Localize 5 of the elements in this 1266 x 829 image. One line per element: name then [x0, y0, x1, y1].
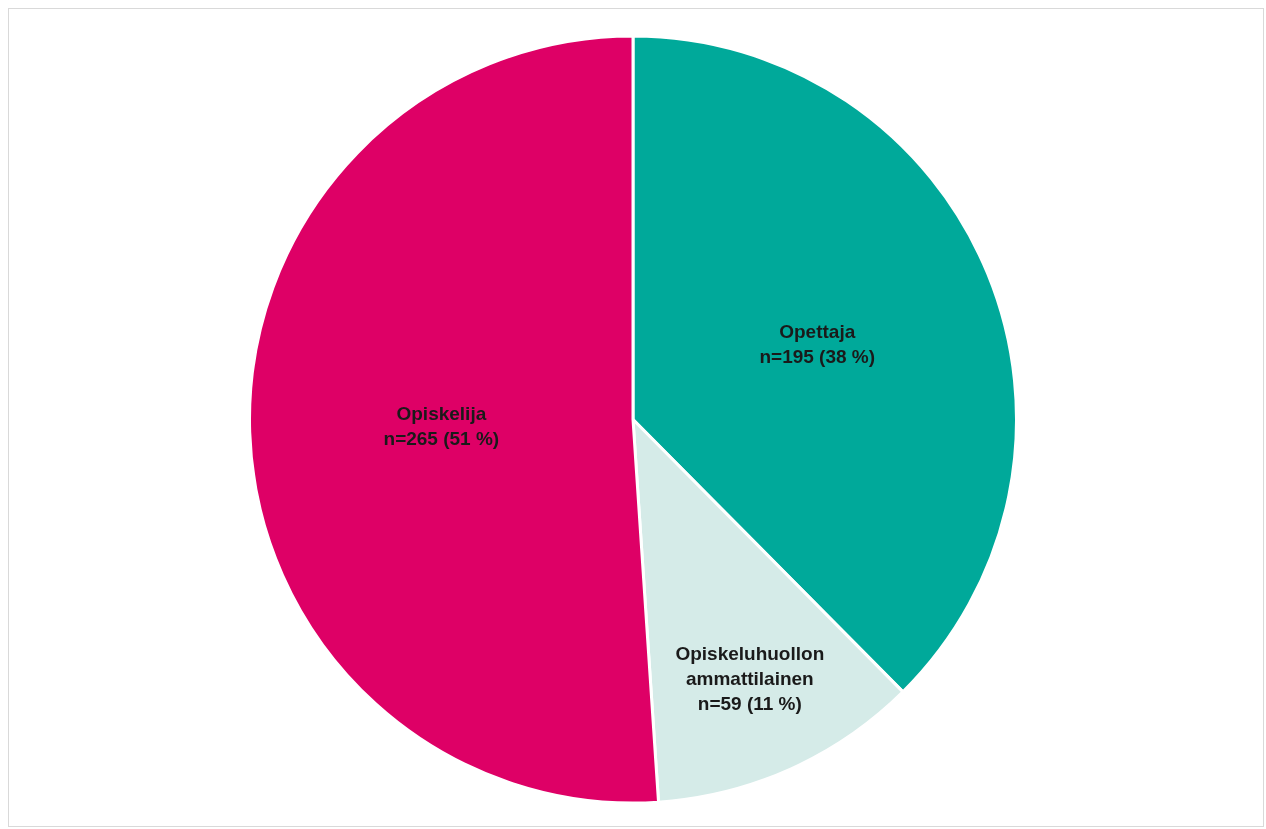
slice-label: Opettaja	[779, 320, 856, 342]
data-label: n=265 (51 %)	[383, 427, 500, 449]
data-label: n=195 (38 %)	[759, 345, 876, 367]
data-label: n=59 (11 %)	[697, 692, 802, 714]
slice-label: Opiskelija	[396, 403, 487, 425]
